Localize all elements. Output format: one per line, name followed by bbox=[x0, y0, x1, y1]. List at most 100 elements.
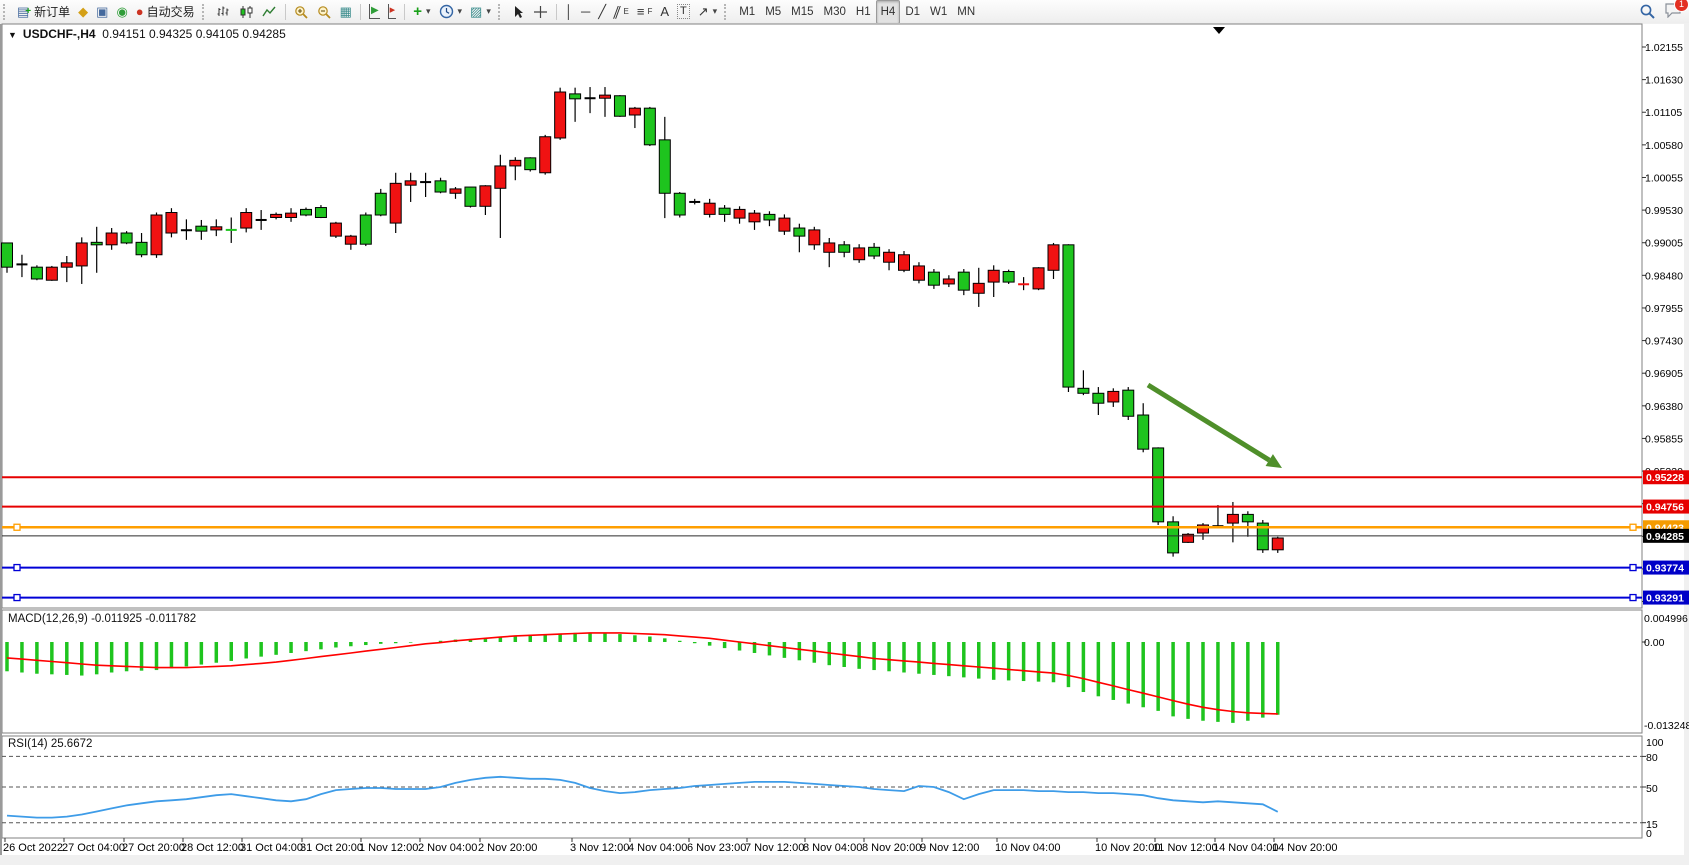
cursor-button[interactable] bbox=[508, 1, 529, 23]
time-axis-label: 4 Nov 04:00 bbox=[628, 842, 687, 854]
time-axis-label: 1 Nov 12:00 bbox=[359, 842, 418, 854]
candle bbox=[389, 172, 402, 234]
candle bbox=[1, 242, 13, 273]
timeframe-button-M1[interactable]: M1 bbox=[739, 5, 756, 18]
templates-icon: ▨ bbox=[470, 4, 483, 19]
time-axis-label: 2 Nov 20:00 bbox=[478, 842, 537, 854]
new-order-button[interactable]: ▤ + 新订单 bbox=[13, 1, 74, 23]
arrows-icon: ↗ bbox=[697, 4, 709, 19]
clock-icon bbox=[439, 4, 453, 19]
candlestick-chart-button[interactable] bbox=[235, 1, 258, 23]
line-chart-icon bbox=[262, 6, 276, 16]
toolbar-grip[interactable] bbox=[201, 3, 209, 20]
candle bbox=[240, 208, 253, 233]
auto-scroll-button[interactable]: ▶ bbox=[365, 1, 384, 23]
rsi-axis-label: 0 bbox=[1646, 828, 1652, 840]
fibonacci-button[interactable]: ≡ F bbox=[636, 4, 653, 19]
candle bbox=[1182, 533, 1195, 543]
zoom-out-button[interactable] bbox=[313, 1, 336, 23]
candle bbox=[1152, 447, 1165, 525]
indicators-button[interactable]: + ▾ bbox=[409, 1, 434, 23]
signals-button[interactable]: ◉ bbox=[112, 1, 131, 23]
candle bbox=[853, 244, 866, 263]
price-axis-label: 0.96905 bbox=[1645, 368, 1683, 380]
candle bbox=[703, 198, 716, 218]
candle bbox=[987, 265, 1000, 297]
equidistant-channel-button[interactable]: ∥ E bbox=[611, 4, 629, 19]
toolbar-grip[interactable] bbox=[724, 3, 731, 20]
timeframe-button-M30[interactable]: M30 bbox=[823, 5, 846, 18]
horizontal-line-button[interactable]: ─ bbox=[577, 1, 594, 23]
collapse-caret-icon[interactable]: ▼ bbox=[8, 30, 17, 40]
candle bbox=[449, 187, 462, 199]
line-anchor bbox=[13, 523, 21, 531]
candle bbox=[643, 106, 656, 147]
time-axis-label: 8 Nov 04:00 bbox=[803, 842, 862, 854]
candle bbox=[972, 267, 985, 307]
candle bbox=[300, 207, 312, 217]
line-chart-button[interactable] bbox=[258, 1, 281, 23]
search-icon[interactable] bbox=[1639, 3, 1656, 20]
market-watch-button[interactable]: ◆ bbox=[74, 1, 92, 23]
trendline-button[interactable]: ╱ bbox=[594, 1, 610, 23]
price-tag bbox=[1643, 528, 1689, 543]
line-anchor bbox=[1629, 593, 1637, 602]
time-axis-label: 27 Oct 04:00 bbox=[62, 842, 125, 854]
price-axis-label: 1.01105 bbox=[1645, 107, 1682, 119]
crosshair-button[interactable] bbox=[529, 1, 552, 23]
macd-axis-label: 0.00 bbox=[1644, 637, 1665, 649]
toolbar-grip[interactable] bbox=[497, 3, 505, 20]
candle bbox=[359, 212, 372, 247]
time-axis-label: 27 Oct 20:00 bbox=[122, 842, 185, 854]
timeframe-button-D1[interactable]: D1 bbox=[905, 5, 921, 18]
timeframe-button-H1[interactable]: H1 bbox=[855, 5, 871, 18]
bar-chart-icon bbox=[217, 6, 229, 16]
price-tag-label: 0.93774 bbox=[1646, 563, 1684, 575]
horizontal-line-icon: ─ bbox=[580, 4, 591, 19]
price-tag-label: 0.93291 bbox=[1646, 593, 1684, 605]
candle bbox=[75, 237, 88, 284]
candle bbox=[30, 265, 43, 281]
timeframe-button-MN[interactable]: MN bbox=[957, 5, 976, 18]
macd-axis-label: 0.004996 bbox=[1644, 613, 1688, 625]
bar-chart-button[interactable] bbox=[212, 1, 235, 23]
candle bbox=[255, 210, 267, 230]
candle bbox=[329, 221, 342, 238]
chat-button[interactable]: 1 bbox=[1664, 0, 1689, 21]
timeframe-button-M5[interactable]: M5 bbox=[765, 5, 782, 18]
price-tag-label: 0.94756 bbox=[1646, 502, 1684, 514]
candle bbox=[90, 226, 103, 273]
candle bbox=[509, 157, 522, 181]
auto-trading-button[interactable]: ● 自动交易 bbox=[132, 1, 199, 23]
tile-windows-button[interactable]: ▦ bbox=[336, 1, 356, 23]
vertical-line-button[interactable]: │ bbox=[561, 1, 577, 23]
macd-label: MACD(12,26,9) -0.011925 -0.011782 bbox=[8, 613, 197, 625]
arrows-button[interactable]: ↗ ▾ bbox=[694, 1, 721, 23]
candle bbox=[927, 269, 940, 289]
candle bbox=[45, 265, 58, 281]
candlestick-chart-icon bbox=[240, 5, 253, 18]
text-button[interactable]: A bbox=[656, 1, 673, 23]
text-label-button[interactable]: T bbox=[673, 1, 694, 23]
timeframe-button-M15[interactable]: M15 bbox=[791, 5, 814, 18]
candle bbox=[404, 172, 417, 202]
tile-windows-icon: ▦ bbox=[339, 4, 352, 19]
templates-button[interactable]: ▨ ▾ bbox=[466, 1, 495, 23]
toolbar-separator bbox=[359, 3, 361, 20]
chart-shift-button[interactable]: ▸ bbox=[384, 1, 401, 23]
candle bbox=[285, 208, 298, 222]
price-tag bbox=[1643, 560, 1689, 575]
metaeditor-button[interactable]: ▣ bbox=[92, 1, 112, 23]
toolbar-grip[interactable] bbox=[3, 3, 10, 20]
timeframe-button-W1[interactable]: W1 bbox=[930, 5, 948, 18]
time-axis-label: 14 Nov 20:00 bbox=[1272, 842, 1337, 854]
zoom-in-button[interactable] bbox=[290, 1, 313, 23]
time-axis-label: 7 Nov 12:00 bbox=[745, 842, 804, 854]
periods-button[interactable]: ▾ bbox=[435, 1, 467, 23]
time-axis-label: 26 Oct 2022 bbox=[3, 842, 63, 854]
price-axis-label: 0.98480 bbox=[1645, 270, 1683, 282]
time-axis-label: 11 Nov 12:00 bbox=[1153, 842, 1218, 854]
candle bbox=[1256, 519, 1269, 553]
candle bbox=[1107, 388, 1120, 407]
